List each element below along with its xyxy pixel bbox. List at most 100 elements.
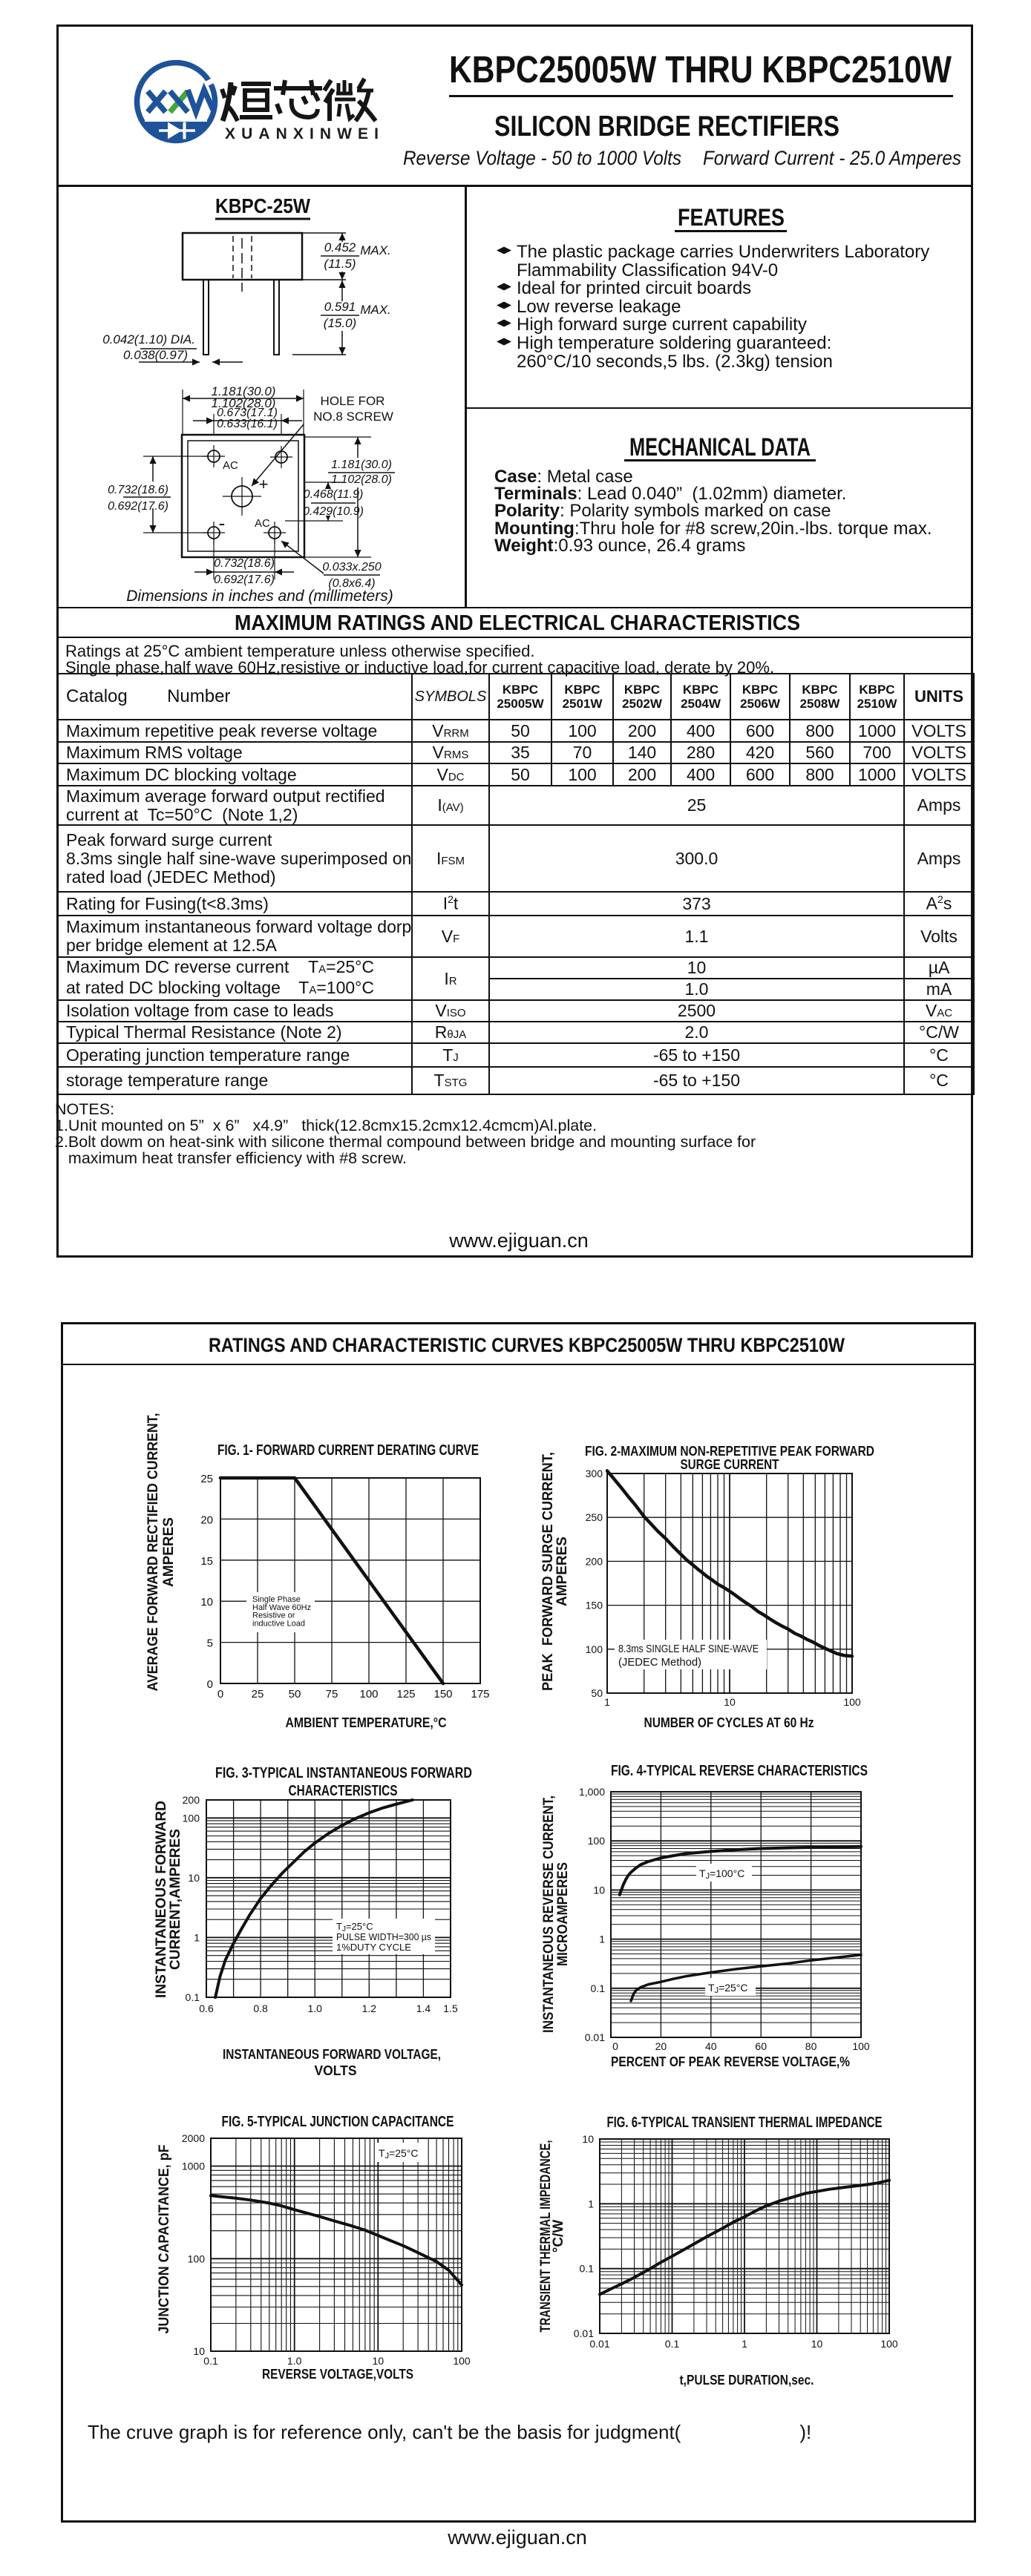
svg-text:inductive Load: inductive Load	[252, 1619, 305, 1628]
svg-text:60: 60	[755, 2040, 767, 2052]
svg-text:AC: AC	[255, 517, 270, 530]
svg-text:0.033x.250: 0.033x.250	[322, 561, 381, 574]
svg-text:1.102(28.0): 1.102(28.0)	[212, 396, 276, 410]
svg-text:0.6: 0.6	[199, 2002, 214, 2014]
svg-text:80: 80	[805, 2040, 817, 2052]
svg-text:10: 10	[200, 1596, 213, 1609]
svg-text:TJ=100°C: TJ=100°C	[699, 1867, 744, 1881]
svg-text:REVERSE VOLTAGE,VOLTS: REVERSE VOLTAGE,VOLTS	[262, 2367, 413, 2382]
svg-text:10: 10	[193, 2345, 205, 2357]
svg-text:0.633(16.1): 0.633(16.1)	[217, 418, 278, 430]
svg-text:AMPERES: AMPERES	[554, 1537, 570, 1606]
svg-text:0: 0	[217, 1688, 223, 1701]
svg-text:0.042(1.10) DIA.: 0.042(1.10) DIA.	[102, 332, 195, 346]
svg-text:1: 1	[742, 2338, 747, 2350]
svg-text:10: 10	[811, 2338, 823, 2350]
svg-text:KBPC25005W THRU KBPC2510W: KBPC25005W THRU KBPC2510W	[449, 48, 952, 91]
svg-text:TJ=25°C: TJ=25°C	[336, 1921, 373, 1933]
svg-text:200: 200	[183, 1794, 200, 1806]
svg-text:(JEDEC Method): (JEDEC Method)	[618, 1656, 701, 1669]
svg-text:(11.5): (11.5)	[324, 257, 356, 271]
svg-text:0.1: 0.1	[186, 1991, 200, 2003]
svg-text:0.8: 0.8	[253, 2002, 268, 2014]
svg-text:0.1: 0.1	[203, 2355, 218, 2367]
svg-text:FEATURES: FEATURES	[678, 204, 785, 231]
svg-text:1.181(30.0): 1.181(30.0)	[331, 459, 392, 471]
svg-text:1,000: 1,000	[579, 1786, 605, 1798]
svg-text:MAX.: MAX.	[360, 243, 391, 257]
svg-text:8.3ms SINGLE HALF SINE-WAVE: 8.3ms SINGLE HALF SINE-WAVE	[618, 1643, 759, 1655]
svg-text:0: 0	[612, 2040, 618, 2052]
svg-text:°C/W: °C/W	[551, 2220, 566, 2253]
svg-text:0.1: 0.1	[580, 2263, 595, 2275]
svg-text:1.2: 1.2	[362, 2002, 377, 2014]
svg-text:PEAK FORWARD SURGE CURRENT,: PEAK FORWARD SURGE CURRENT,	[540, 1452, 556, 1691]
svg-text:Dimensions in inches and (mill: Dimensions in inches and (millimeters)	[126, 588, 393, 605]
svg-text:MECHANICAL DATA: MECHANICAL DATA	[629, 433, 811, 461]
svg-text:0.01: 0.01	[585, 2031, 605, 2043]
svg-text:100: 100	[359, 1688, 378, 1701]
svg-text:1: 1	[604, 1696, 610, 1708]
svg-text:TJ=25°C: TJ=25°C	[379, 2147, 419, 2161]
svg-text:JUNCTION CAPACITANCE, pF: JUNCTION CAPACITANCE, pF	[157, 2145, 172, 2334]
svg-text:20: 20	[655, 2040, 667, 2052]
svg-text:(0.8x6.4): (0.8x6.4)	[328, 577, 375, 590]
svg-text:FIG. 6-TYPICAL TRANSIENT THERM: FIG. 6-TYPICAL TRANSIENT THERMAL IMPEDAN…	[607, 2115, 883, 2131]
svg-text:0.692(17.6): 0.692(17.6)	[214, 574, 275, 586]
svg-text:0.692(17.6): 0.692(17.6)	[108, 500, 168, 513]
svg-text:PERCENT OF PEAK REVERSE VOLTAG: PERCENT OF PEAK REVERSE VOLTAGE,%	[611, 2054, 850, 2069]
svg-text:10: 10	[373, 2355, 384, 2367]
svg-text:100: 100	[453, 2355, 471, 2367]
svg-text:NO.8 SCREW: NO.8 SCREW	[313, 410, 393, 424]
svg-text:KBPC-25W: KBPC-25W	[215, 194, 311, 217]
svg-text:0.1: 0.1	[665, 2338, 680, 2350]
svg-text:Forward Current - 25.0 Ampere: Forward Current - 25.0 Amperes	[703, 147, 961, 169]
svg-text:100: 100	[586, 1643, 603, 1655]
svg-text:0: 0	[207, 1678, 213, 1691]
svg-text:100: 100	[852, 2040, 870, 2052]
svg-text:150: 150	[433, 1688, 452, 1701]
svg-text:1.4: 1.4	[416, 2002, 431, 2014]
svg-text:0.732(18.6): 0.732(18.6)	[214, 557, 275, 570]
svg-text:20: 20	[200, 1514, 213, 1526]
svg-text:250: 250	[586, 1511, 603, 1523]
svg-text:200: 200	[586, 1555, 603, 1567]
svg-text:10: 10	[593, 1884, 605, 1896]
svg-text:0.1: 0.1	[591, 1982, 606, 1994]
svg-text:XUANXINWEI: XUANXINWEI	[225, 125, 379, 142]
svg-text:15: 15	[200, 1555, 213, 1568]
svg-text:TRANSIENT THERMAL IMPEDANCE,: TRANSIENT THERMAL IMPEDANCE,	[538, 2140, 554, 2333]
svg-text:10: 10	[188, 1872, 200, 1884]
svg-text:-: -	[219, 512, 226, 534]
svg-text:Single Phase: Single Phase	[252, 1595, 301, 1604]
svg-text:1%DUTY CYCLE: 1%DUTY CYCLE	[336, 1942, 411, 1953]
svg-text:0.038(0.97): 0.038(0.97)	[123, 348, 188, 362]
svg-text:AVERAGE FORWARD RECTIFIED CURR: AVERAGE FORWARD RECTIFIED CURRENT,	[145, 1413, 161, 1692]
svg-text:100: 100	[188, 2253, 206, 2264]
svg-text:1.102(28.0): 1.102(28.0)	[331, 473, 392, 486]
svg-text:1: 1	[194, 1931, 200, 1943]
svg-text:FIG. 2-MAXIMUM NON-REPETITIVE: FIG. 2-MAXIMUM NON-REPETITIVE PEAK FORWA…	[585, 1444, 874, 1459]
svg-text:100: 100	[183, 1812, 200, 1824]
svg-text:CHARACTERISTICS: CHARACTERISTICS	[289, 1783, 398, 1799]
svg-text:300: 300	[586, 1468, 603, 1479]
svg-text:(15.0): (15.0)	[324, 316, 356, 330]
svg-text:125: 125	[396, 1688, 415, 1701]
svg-text:RATINGS AND CHARACTERISTIC CUR: RATINGS AND CHARACTERISTIC CURVES KBPC25…	[209, 1334, 845, 1356]
svg-text:SILICON BRIDGE RECTIFIERS: SILICON BRIDGE RECTIFIERS	[494, 111, 839, 142]
svg-text:0.01: 0.01	[574, 2327, 594, 2339]
svg-text:INSTANTANEOUS FORWARD VOLTAGE,: INSTANTANEOUS FORWARD VOLTAGE,	[223, 2047, 441, 2062]
svg-text:FIG. 5-TYPICAL JUNCTION CAPACI: FIG. 5-TYPICAL JUNCTION CAPACITANCE	[222, 2114, 454, 2130]
svg-text:NUMBER OF CYCLES AT 60 Hz: NUMBER OF CYCLES AT 60 Hz	[644, 1715, 814, 1730]
svg-text:100: 100	[843, 1696, 861, 1708]
svg-text:MAXIMUM RATINGS AND ELECTRICAL: MAXIMUM RATINGS AND ELECTRICAL CHARACTER…	[235, 611, 800, 635]
svg-text:5: 5	[207, 1637, 213, 1650]
svg-text:0.429(10.9): 0.429(10.9)	[303, 505, 364, 518]
svg-text:HOLE FOR: HOLE FOR	[321, 394, 385, 408]
svg-text:CURRENT,AMPERES: CURRENT,AMPERES	[168, 1829, 183, 1970]
svg-text:10: 10	[724, 1696, 736, 1708]
svg-text:10: 10	[582, 2133, 594, 2145]
svg-text:INSTANTANEOUS FORWARD: INSTANTANEOUS FORWARD	[154, 1801, 169, 1998]
svg-text:VOLTS: VOLTS	[315, 2063, 357, 2078]
svg-text:0.468(11.9): 0.468(11.9)	[304, 488, 364, 501]
